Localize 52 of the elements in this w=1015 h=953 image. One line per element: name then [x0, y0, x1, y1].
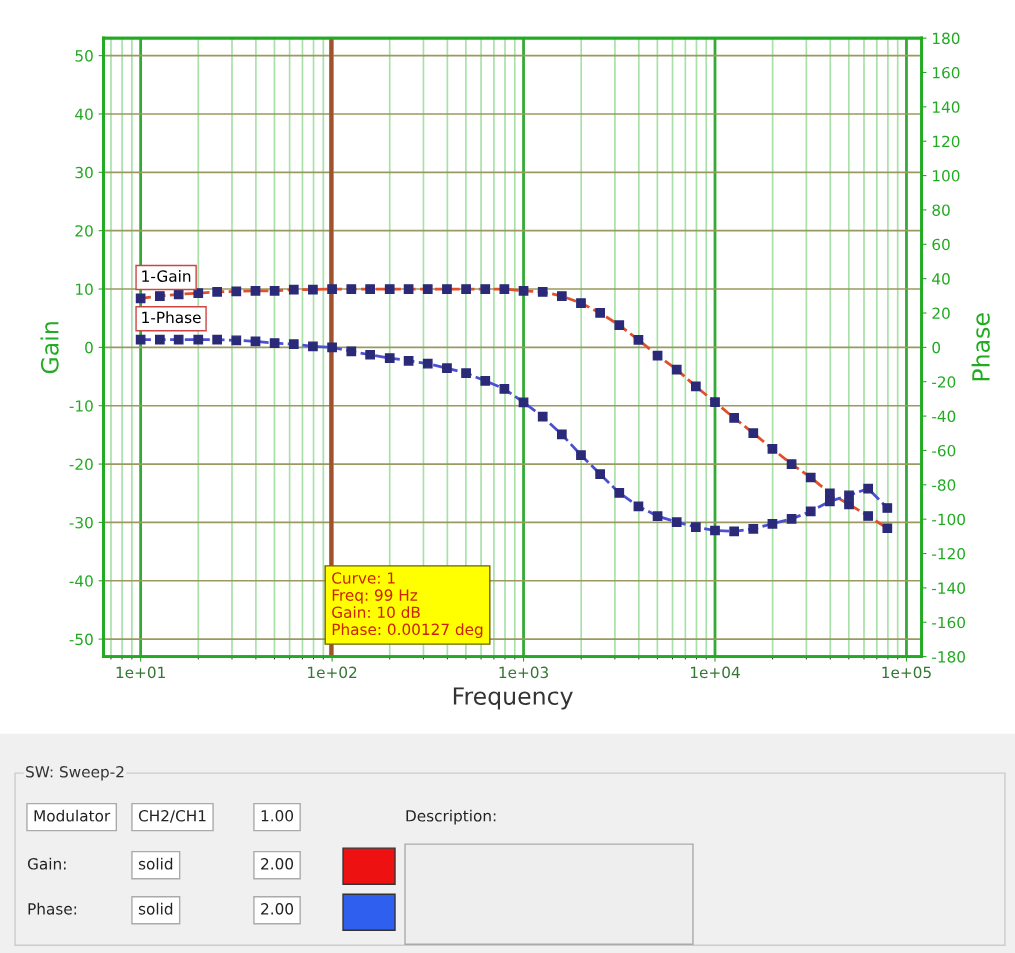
text: Description:: [406, 809, 496, 825]
y-tick-label: -40: [69, 575, 93, 587]
y2-tick-label: 140: [933, 101, 960, 113]
y2-tick-label: 0: [932, 341, 941, 354]
y-tick-label: -30: [69, 516, 93, 529]
y-axis-title: Gain: [40, 322, 59, 374]
y2-tick-label: -20: [932, 376, 956, 388]
y2-tick-label: -40: [932, 410, 956, 423]
text: 2.00: [261, 903, 294, 915]
y-tick-label: 40: [75, 108, 93, 120]
y-tick-label: 20: [75, 225, 93, 237]
text: solid: [138, 857, 173, 870]
text: 1.00: [261, 810, 294, 822]
y-tick-label: 0: [85, 341, 93, 354]
x-tick-label: 1e+04: [691, 666, 740, 679]
x-tick-label: 1e+05: [882, 666, 931, 679]
y2-tick-label: 40: [932, 273, 950, 285]
y2-tick-label: -120: [932, 548, 965, 560]
y2-tick-label: -80: [932, 479, 956, 491]
series-label: 1-Phase: [142, 311, 201, 324]
y2-tick-label: 120: [933, 135, 960, 148]
y-tick-label: 10: [76, 283, 93, 296]
text: Modulator: [34, 809, 111, 822]
y2-tick-label: 160: [933, 66, 960, 79]
y2-tick-label: 80: [932, 204, 950, 216]
y2-axis-title: Phase: [971, 313, 990, 381]
y2-tick-label: 100: [933, 170, 960, 182]
text: Phase:: [28, 902, 77, 915]
text: 2.00: [261, 858, 294, 870]
text: CH2/CH1: [138, 810, 206, 823]
x-tick-label: 1e+02: [308, 666, 357, 679]
x-axis-title: Frequency: [453, 687, 573, 710]
y2-tick-label: 180: [933, 32, 960, 45]
y-tick-label: -50: [69, 633, 93, 646]
text: solid: [138, 902, 173, 915]
y-tick-label: -10: [69, 400, 93, 412]
y2-tick-label: 20: [932, 307, 950, 320]
y2-tick-label: -180: [932, 651, 965, 663]
text: Gain:: [27, 857, 66, 870]
y2-tick-label: -100: [932, 513, 965, 526]
text: SW: Sweep-2: [26, 766, 124, 781]
x-tick-label: 1e+01: [116, 666, 165, 679]
y-tick-label: -20: [69, 458, 93, 471]
annotation: Curve: 1 Freq: 99 Hz Gain: 10 dB Phase: 0.00127 deg: [332, 572, 483, 639]
y2-tick-label: 60: [932, 238, 950, 251]
y-tick-label: 30: [75, 166, 93, 179]
x-tick-label: 1e+03: [499, 666, 548, 679]
series-label: 1-Gain: [142, 270, 191, 282]
y2-tick-label: -140: [932, 582, 965, 594]
y2-tick-label: -60: [932, 444, 956, 457]
y2-tick-label: -160: [932, 616, 965, 629]
y-tick-label: 50: [75, 50, 93, 62]
